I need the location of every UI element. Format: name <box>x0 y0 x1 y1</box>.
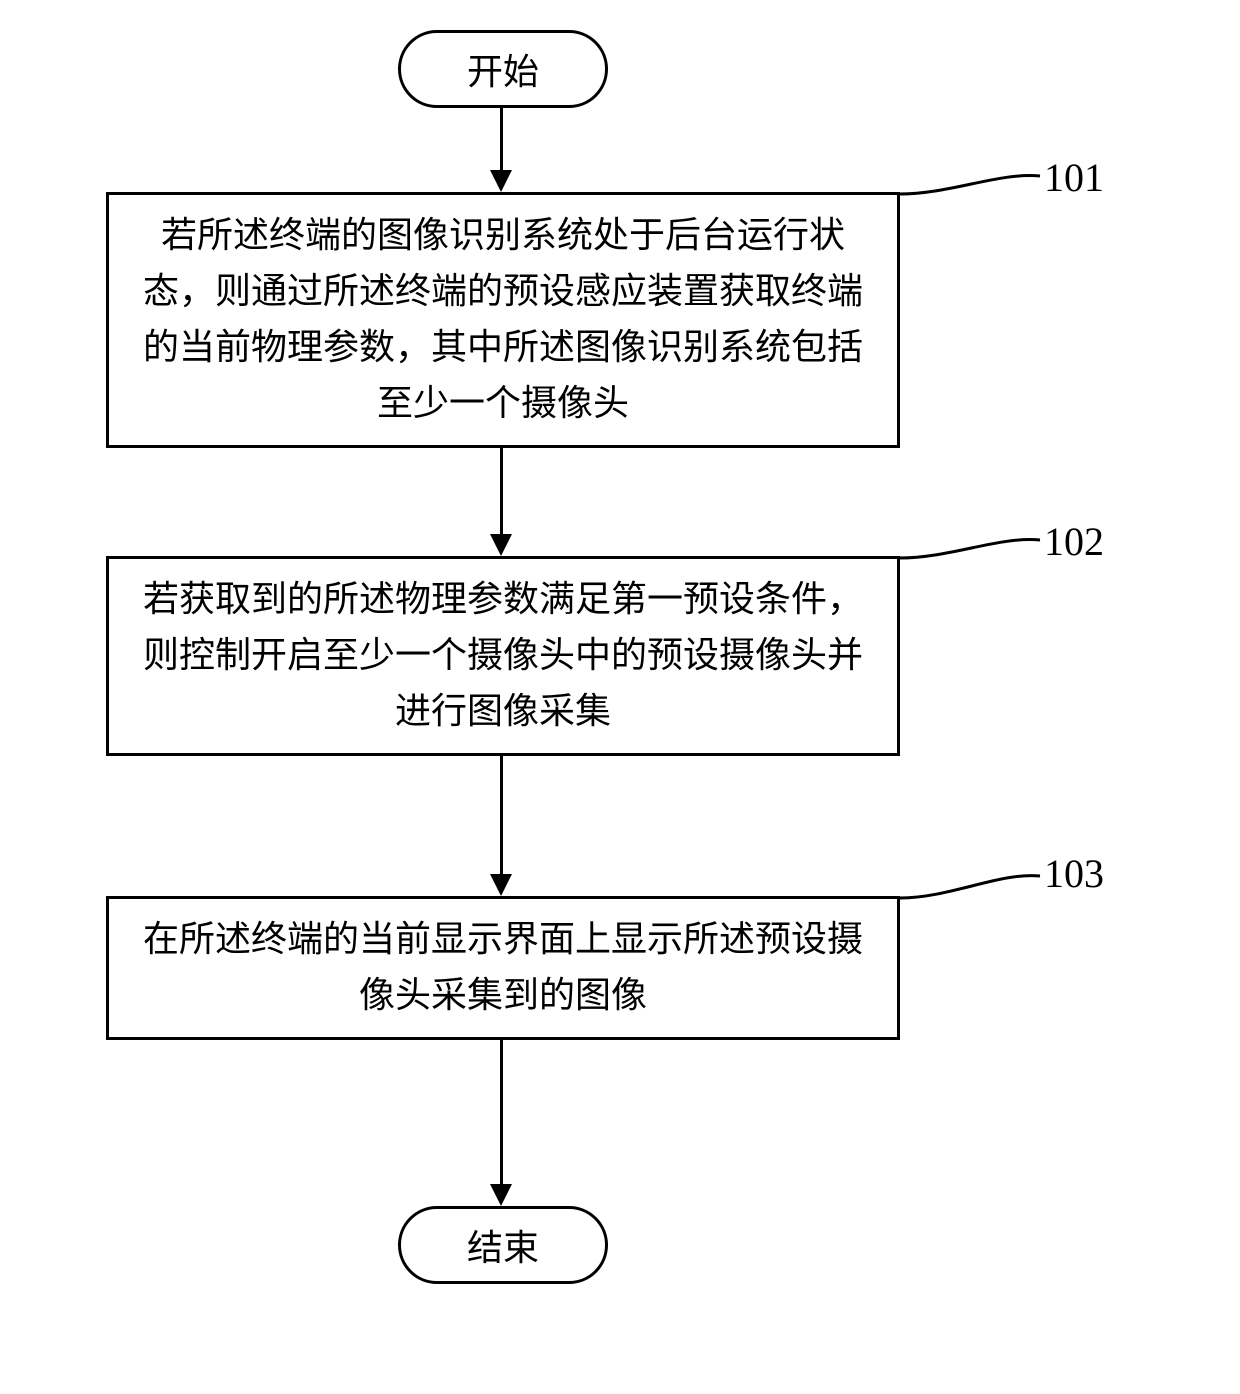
process-102: 若获取到的所述物理参数满足第一预设条件，则控制开启至少一个摄像头中的预设摄像头并… <box>106 556 900 756</box>
label-103: 103 <box>1044 850 1104 897</box>
label-101: 101 <box>1044 154 1104 201</box>
start-label: 开始 <box>467 43 539 95</box>
edge-101-102-head <box>490 534 512 556</box>
edge-101-102 <box>500 448 503 534</box>
edge-102-103 <box>500 756 503 874</box>
start-node: 开始 <box>398 30 608 108</box>
flowchart-container: 开始 若所述终端的图像识别系统处于后台运行状态，则通过所述终端的预设感应装置获取… <box>0 0 1240 1394</box>
end-label: 结束 <box>467 1219 539 1271</box>
process-103: 在所述终端的当前显示界面上显示所述预设摄像头采集到的图像 <box>106 896 900 1040</box>
edge-start-101 <box>500 108 503 170</box>
process-101: 若所述终端的图像识别系统处于后台运行状态，则通过所述终端的预设感应装置获取终端的… <box>106 192 900 448</box>
edge-start-101-head <box>490 170 512 192</box>
process-103-text: 在所述终端的当前显示界面上显示所述预设摄像头采集到的图像 <box>137 912 869 1024</box>
edge-103-end <box>500 1040 503 1184</box>
label-102: 102 <box>1044 518 1104 565</box>
end-node: 结束 <box>398 1206 608 1284</box>
edge-103-end-head <box>490 1184 512 1206</box>
process-101-text: 若所述终端的图像识别系统处于后台运行状态，则通过所述终端的预设感应装置获取终端的… <box>137 208 869 431</box>
edge-102-103-head <box>490 874 512 896</box>
process-102-text: 若获取到的所述物理参数满足第一预设条件，则控制开启至少一个摄像头中的预设摄像头并… <box>137 572 869 739</box>
